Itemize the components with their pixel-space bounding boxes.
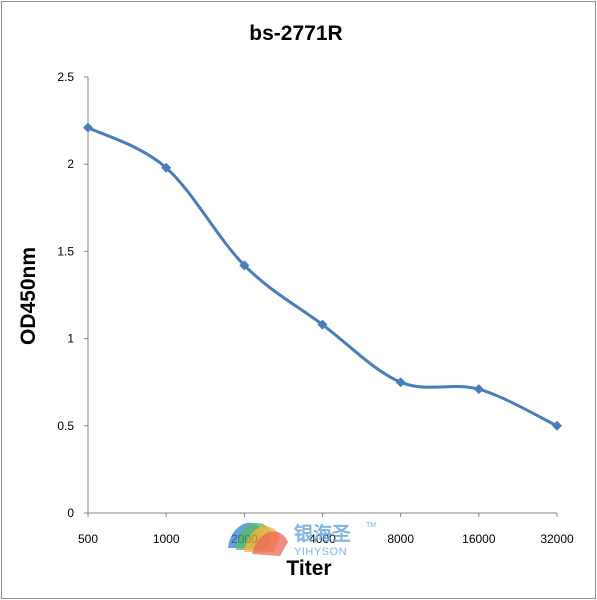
y-tick-label: 2 [67,157,74,171]
yihyson-logo-icon [228,522,288,556]
x-tick-label: 16000 [462,532,496,546]
y-tick-label: 0 [67,506,74,520]
y-tick-label: 0.5 [57,419,74,433]
y-ticks: 0 0.5 1 1.5 2 2.5 [57,70,88,520]
data-point-marker [552,420,562,431]
series-line [86,126,559,428]
x-tick-label: 500 [78,532,98,546]
watermark-trademark: TM [366,522,376,529]
x-tick-label: 32000 [540,532,574,546]
y-tick-label: 1 [67,332,74,346]
x-tick-label: 4000 [309,532,336,546]
watermark-english: YIHYSON [294,546,347,558]
data-point-marker [239,260,250,271]
watermark-chinese: 银海圣 [294,522,352,545]
data-point-marker [317,319,328,330]
y-tick-label: 2.5 [57,70,74,84]
data-point-marker [395,377,406,388]
yihyson-watermark: 银海圣 TM YIHYSON [228,522,376,558]
y-axis-title: OD450nm [17,247,40,345]
y-tick-label: 1.5 [57,244,74,258]
x-tick-label: 8000 [387,532,414,546]
x-ticks: 50010002000400080001600032000 [78,513,574,546]
axes [87,77,557,514]
data-point-marker [83,122,93,133]
data-point-marker [473,384,484,395]
x-tick-label: 1000 [153,532,180,546]
series-markers [83,122,562,431]
chart-title: bs-2771R [249,22,342,45]
x-axis-title: Titer [286,557,331,580]
data-point-marker [161,162,172,173]
